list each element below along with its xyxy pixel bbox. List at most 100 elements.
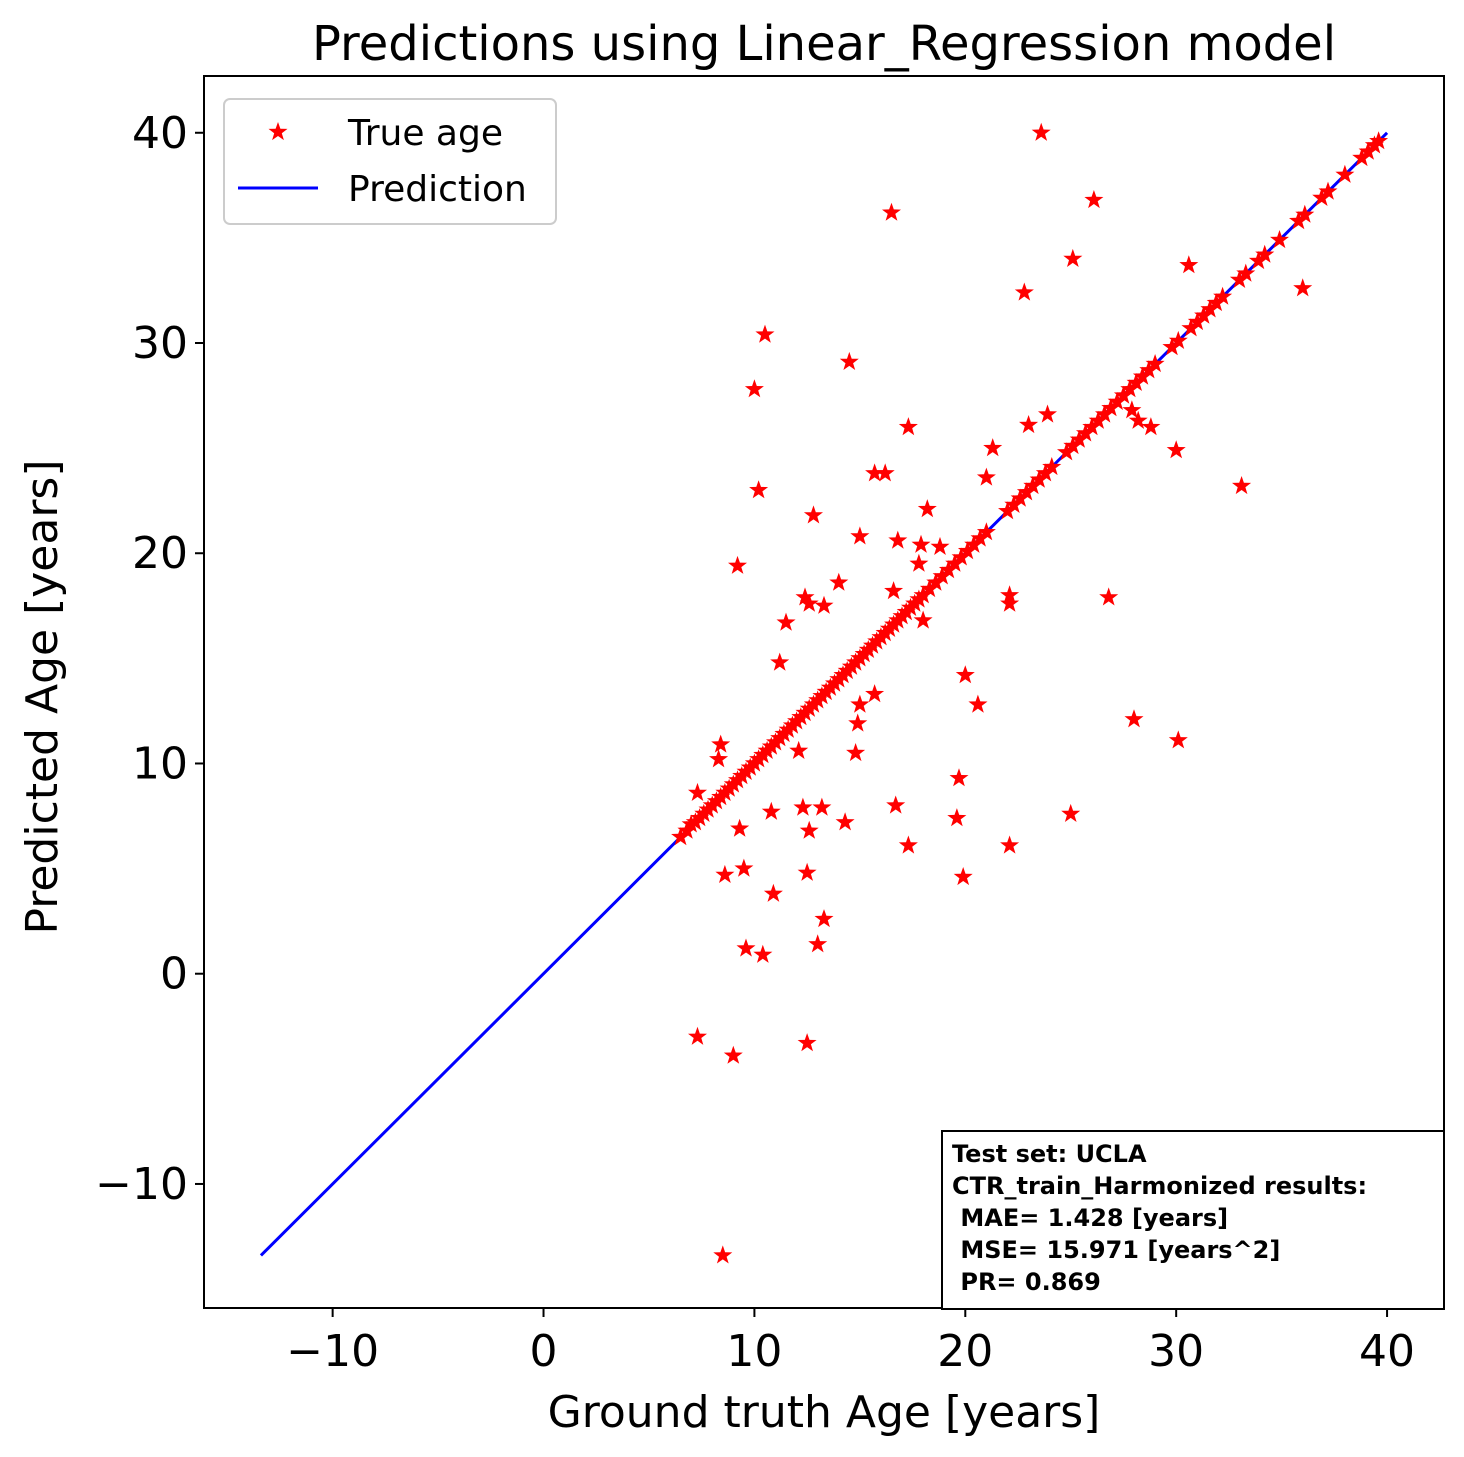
stats-line: CTR_train_Harmonized results:: [952, 1172, 1367, 1200]
data-point: [1295, 204, 1315, 223]
data-point: [882, 202, 901, 221]
data-point: [865, 684, 885, 703]
data-point: [898, 835, 918, 854]
legend-label: True age: [347, 113, 503, 154]
data-point: [1122, 400, 1142, 419]
data-point: [671, 827, 691, 846]
data-point: [909, 553, 929, 572]
data-point: [1213, 286, 1233, 305]
data-point: [964, 534, 984, 553]
stats-line: Test set: UCLA: [952, 1140, 1147, 1168]
data-point: [932, 566, 952, 585]
data-point: [1145, 354, 1165, 373]
data-point: [789, 740, 809, 759]
data-point: [1061, 803, 1081, 822]
stats-frame: [941, 1130, 1445, 1310]
data-point: [1318, 181, 1338, 200]
data-point: [1132, 366, 1152, 385]
data-point: [1229, 269, 1249, 288]
data-point: [1000, 585, 1020, 604]
axes: −10 0 10 20 30 40 −10 0 10 20 30 40: [95, 75, 1445, 1377]
data-point: [865, 463, 885, 482]
data-point: [812, 797, 832, 816]
data-point: [797, 862, 817, 881]
data-point: [730, 818, 750, 837]
stats-box: Test set: UCLA CTR_train_Harmonized resul…: [941, 1130, 1445, 1310]
data-point: [734, 858, 754, 877]
x-tick-label: −10: [286, 1326, 379, 1377]
data-point: [1187, 312, 1207, 331]
data-point: [808, 934, 828, 953]
data-point: [799, 593, 819, 612]
data-point: [797, 1033, 817, 1052]
data-point: [1194, 305, 1214, 324]
data-point: [1099, 587, 1119, 606]
data-point: [839, 351, 859, 370]
data-point: [1200, 299, 1220, 318]
data-point: [955, 665, 975, 684]
data-point: [1019, 415, 1039, 434]
data-point: [1000, 593, 1020, 612]
data-point: [1029, 469, 1049, 488]
data-point: [1179, 255, 1199, 274]
data-point: [953, 867, 973, 886]
data-point: [1010, 488, 1030, 507]
data-point: [736, 938, 756, 957]
data-point: [1014, 282, 1034, 301]
data-point: [1057, 442, 1076, 461]
data-point: [919, 579, 939, 598]
data-point: [776, 612, 796, 631]
data-point: [1120, 379, 1140, 398]
data-point: [1076, 423, 1095, 442]
x-tick-label: 20: [937, 1326, 993, 1377]
data-point: [1248, 251, 1268, 270]
data-point: [835, 812, 855, 831]
data-point: [913, 585, 933, 604]
data-point: [829, 572, 849, 591]
data-point: [1312, 187, 1332, 206]
data-point: [688, 1026, 707, 1045]
data-point: [1000, 835, 1020, 854]
data-point: [728, 555, 747, 574]
data-point: [1016, 482, 1036, 501]
data-point: [1168, 730, 1188, 749]
data-point: [711, 734, 731, 753]
data-point: [1084, 190, 1104, 209]
data-point: [1063, 436, 1083, 455]
data-point: [681, 814, 701, 833]
data-point: [951, 547, 971, 566]
data-point: [1206, 293, 1226, 312]
data-point: [793, 797, 813, 816]
data-point: [1352, 148, 1372, 167]
data-point: [1168, 330, 1188, 349]
data-point: [749, 480, 769, 499]
data-point: [770, 652, 790, 671]
data-point: [1042, 457, 1062, 476]
data-point: [1128, 410, 1148, 429]
data-point: [1232, 476, 1252, 495]
data-point: [1126, 372, 1146, 391]
data-point: [1236, 263, 1256, 282]
data-point: [1004, 494, 1024, 513]
axes-frame: [203, 75, 1445, 1309]
x-tick-label: 30: [1148, 1326, 1204, 1377]
data-point: [1181, 318, 1201, 337]
data-point: [1289, 211, 1308, 230]
data-point: [709, 749, 729, 768]
data-point: [688, 782, 707, 801]
data-point: [930, 536, 950, 555]
y-tick-label: 0: [160, 949, 188, 1000]
y-tick-label: 10: [132, 738, 188, 789]
data-point: [1166, 440, 1186, 459]
data-point: [713, 1245, 733, 1264]
data-point: [795, 587, 815, 606]
data-point: [1101, 398, 1121, 417]
data-point: [1095, 404, 1114, 423]
x-axis-label: Ground truth Age [years]: [548, 1387, 1101, 1438]
x-tick-label: 0: [530, 1326, 558, 1377]
data-point: [1088, 410, 1108, 429]
data-point: [968, 694, 988, 713]
data-point: [875, 463, 895, 482]
